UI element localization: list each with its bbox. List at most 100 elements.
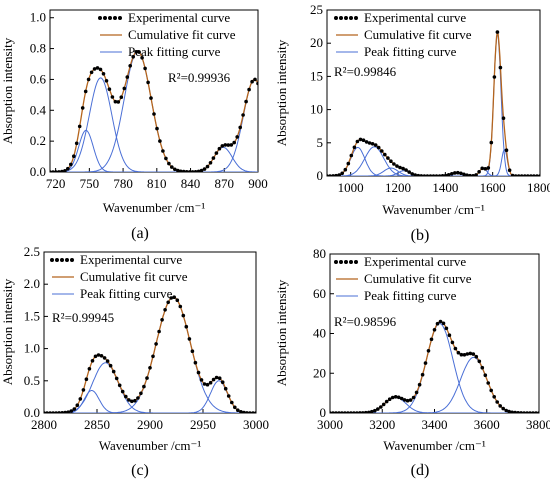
- legend-peak-label: Peak fitting curve: [80, 286, 173, 301]
- experimental-point: [477, 359, 482, 364]
- x-tick-label: 3400: [422, 417, 448, 432]
- peak-fit-curve-2: [327, 146, 540, 176]
- experimental-point: [220, 380, 225, 385]
- experimental-point: [63, 169, 67, 172]
- panel-label: (c): [131, 462, 149, 479]
- experimental-point: [426, 349, 431, 353]
- experimental-point: [361, 411, 365, 413]
- legend-experimental-marker: [339, 16, 343, 20]
- legend-experimental-marker: [55, 258, 59, 262]
- experimental-point: [238, 125, 242, 130]
- legend-experimental-marker: [113, 16, 117, 20]
- x-tick-label: 900: [248, 176, 268, 191]
- x-tick-label: 3800: [526, 417, 550, 432]
- y-tick-label: 0.0: [30, 164, 46, 179]
- experimental-point: [232, 140, 236, 145]
- chart-panel-1: 720 750 780 810 840 870 900 0.0 0.2 0.4 0.6 0.8 1.0 W…: [0, 9, 268, 242]
- experimental-point: [507, 409, 511, 413]
- legend-experimental-marker: [70, 258, 74, 262]
- experimental-point: [459, 352, 464, 357]
- experimental-point: [139, 391, 143, 396]
- experimental-point: [66, 410, 70, 413]
- y-tick-label: 0.4: [30, 102, 47, 117]
- experimental-point: [254, 411, 256, 413]
- legend-experimental-marker: [349, 16, 353, 20]
- experimental-point: [428, 174, 433, 176]
- experimental-point: [390, 395, 395, 400]
- experimental-point: [178, 169, 183, 172]
- experimental-point: [205, 382, 210, 387]
- peak-fit-curve-2: [330, 323, 539, 413]
- experimental-point: [462, 172, 466, 176]
- experimental-point: [410, 172, 415, 176]
- legend-experimental-marker: [344, 16, 348, 20]
- y-axis-label: Absorption intensity: [274, 279, 289, 386]
- experimental-point: [172, 295, 176, 300]
- experimental-point: [334, 173, 338, 176]
- experimental-point: [161, 149, 165, 153]
- experimental-point: [184, 170, 189, 172]
- experimental-point: [337, 173, 341, 176]
- y-tick-label: 2.0: [24, 276, 40, 291]
- y-tick-label: 0.0: [24, 405, 40, 420]
- x-tick-label: 3000: [317, 417, 343, 432]
- legend-experimental-marker: [65, 258, 69, 262]
- y-tick-label: 0: [317, 168, 324, 183]
- experimental-point: [78, 397, 83, 401]
- experimental-point: [361, 138, 366, 142]
- x-tick-label: 840: [181, 176, 201, 191]
- panel-label: (a): [131, 225, 149, 242]
- experimental-point: [419, 174, 424, 176]
- x-tick-label: 1400: [432, 180, 458, 195]
- experimental-point: [223, 143, 228, 147]
- legend-experimental-marker: [118, 16, 122, 20]
- experimental-point: [102, 356, 107, 360]
- x-tick-label: 1600: [480, 180, 506, 195]
- experimental-point: [376, 407, 380, 411]
- plot-area: [50, 50, 258, 172]
- legend-experimental-label: Experimental curve: [80, 252, 182, 267]
- r-squared-label: R²=0.99936: [168, 70, 231, 85]
- experimental-point: [86, 77, 91, 82]
- experimental-point: [157, 329, 161, 334]
- y-tick-label: 1.5: [24, 308, 40, 323]
- y-tick-label: 80: [313, 246, 326, 261]
- experimental-point: [128, 64, 132, 68]
- experimental-point: [199, 168, 204, 172]
- experimental-point: [443, 173, 448, 176]
- panel-label: (b): [411, 227, 430, 244]
- x-tick-label: 1000: [338, 180, 364, 195]
- experimental-point: [480, 365, 485, 370]
- experimental-point: [242, 410, 246, 413]
- experimental-point: [498, 65, 503, 70]
- experimental-point: [51, 411, 55, 413]
- experimental-point: [396, 395, 401, 400]
- experimental-point: [229, 143, 234, 147]
- experimental-point: [69, 162, 73, 167]
- chart-panel-3: 2800 2850 2900 2950 3000 0.0 0.5 1.0 1.5 2.0 2.5 Wa…: [0, 244, 269, 479]
- chart-panel-2: 1000 1200 1400 1600 1800 0 5 10 15 20 25 Wavenumber…: [274, 2, 550, 244]
- y-tick-label: 5: [317, 135, 324, 150]
- experimental-point: [178, 304, 183, 309]
- experimental-point: [441, 321, 446, 326]
- experimental-point: [437, 174, 442, 176]
- x-tick-label: 1200: [385, 180, 411, 195]
- peak-fit-curve-1: [50, 129, 258, 172]
- experimental-point: [328, 174, 332, 176]
- experimental-point: [160, 318, 164, 322]
- experimental-point: [513, 174, 518, 176]
- experimental-point: [196, 370, 201, 375]
- experimental-point: [456, 170, 460, 175]
- legend: Experimental curve Cumulative fit curve Pe…: [334, 254, 472, 303]
- experimental-point: [516, 174, 521, 176]
- experimental-point: [483, 373, 488, 378]
- experimental-point: [446, 173, 451, 176]
- experimental-point: [190, 349, 195, 354]
- experimental-point: [468, 351, 473, 356]
- legend-experimental-marker: [349, 260, 353, 264]
- experimental-point: [417, 382, 422, 387]
- legend-peak-label: Peak fitting curve: [364, 44, 457, 59]
- experimental-point: [411, 395, 416, 400]
